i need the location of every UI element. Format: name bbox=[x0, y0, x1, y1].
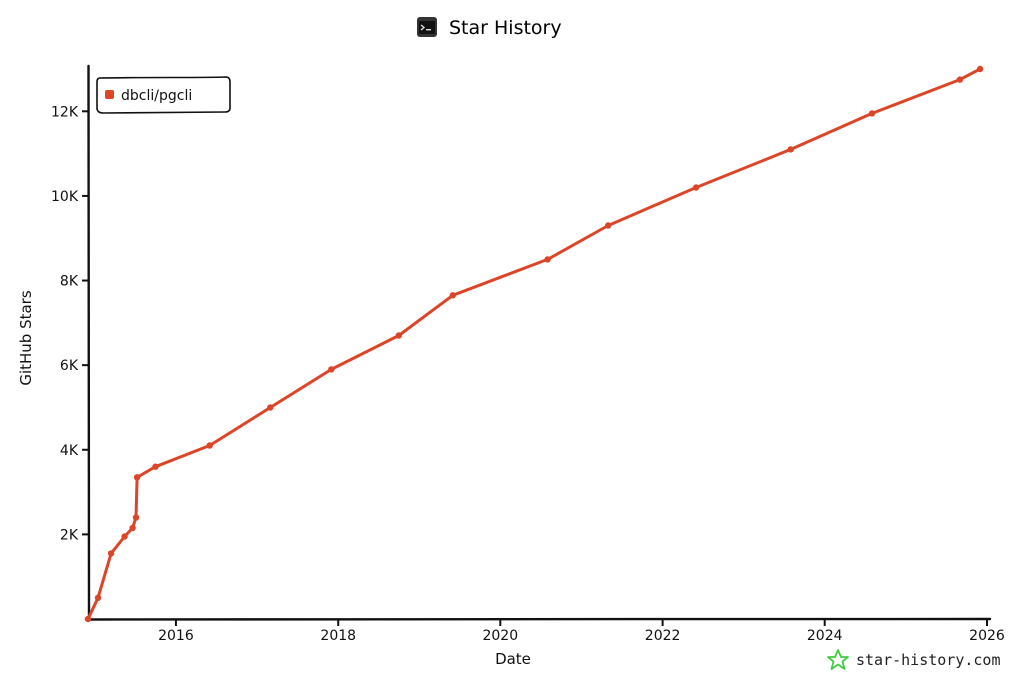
data-point bbox=[956, 76, 964, 83]
x-tick-label: 2026 bbox=[969, 628, 1005, 644]
data-point bbox=[976, 65, 984, 73]
x-axis-label: Date bbox=[495, 650, 531, 668]
series-line bbox=[86, 67, 982, 621]
legend-swatch bbox=[105, 90, 114, 99]
y-axis-ticks: 2K 4K 6K 8K 10K 12K bbox=[51, 104, 89, 543]
data-point bbox=[152, 463, 159, 470]
x-tick-label: 2018 bbox=[320, 628, 356, 644]
watermark: star-history.com bbox=[827, 649, 1001, 670]
legend-label: dbcli/pgcli bbox=[121, 88, 192, 104]
y-axis-line bbox=[87, 64, 91, 622]
data-point bbox=[107, 550, 115, 557]
chart-title-group: Star History bbox=[417, 17, 562, 39]
data-point bbox=[133, 474, 141, 481]
series-layer bbox=[84, 65, 984, 623]
y-tick-label: 8K bbox=[60, 274, 79, 290]
data-point bbox=[328, 366, 335, 373]
data-point bbox=[449, 292, 456, 299]
data-point bbox=[544, 256, 551, 263]
data-point bbox=[206, 442, 213, 449]
data-point bbox=[121, 533, 128, 540]
y-tick-label: 10K bbox=[51, 189, 79, 205]
legend-box bbox=[96, 76, 231, 114]
y-tick-label: 6K bbox=[60, 358, 79, 374]
legend: dbcli/pgcli bbox=[96, 76, 231, 114]
terminal-icon bbox=[417, 17, 437, 37]
data-point bbox=[132, 514, 140, 521]
data-point bbox=[94, 594, 102, 601]
data-point bbox=[692, 184, 700, 191]
y-axis-label: GitHub Stars bbox=[17, 290, 35, 386]
star-outline-icon bbox=[827, 649, 849, 670]
x-axis-line bbox=[84, 617, 992, 621]
x-tick-label: 2020 bbox=[482, 628, 518, 644]
data-point bbox=[605, 222, 612, 229]
chart-title: Star History bbox=[449, 17, 562, 39]
y-tick-label: 12K bbox=[51, 104, 79, 120]
y-tick-label: 4K bbox=[60, 443, 79, 459]
data-point bbox=[787, 146, 794, 153]
x-tick-label: 2022 bbox=[645, 628, 681, 644]
y-tick-label: 2K bbox=[60, 527, 79, 543]
data-point bbox=[84, 615, 92, 623]
x-axis-ticks: 2016 2018 2020 2022 2024 2026 bbox=[158, 619, 1005, 644]
data-point bbox=[129, 524, 136, 532]
x-tick-label: 2016 bbox=[158, 628, 194, 644]
data-point bbox=[267, 404, 274, 411]
data-point bbox=[868, 110, 876, 117]
watermark-text: star-history.com bbox=[856, 651, 1001, 669]
data-point bbox=[395, 332, 402, 339]
x-tick-label: 2024 bbox=[807, 628, 843, 644]
